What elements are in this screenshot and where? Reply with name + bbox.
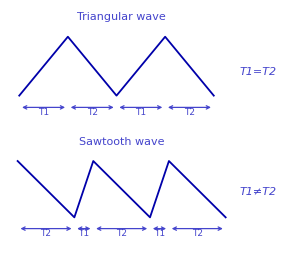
Text: T2: T2 xyxy=(192,229,203,238)
Text: T1: T1 xyxy=(78,229,89,238)
Text: Triangular wave: Triangular wave xyxy=(77,12,166,22)
Text: T2: T2 xyxy=(87,108,98,117)
Text: T1≠T2: T1≠T2 xyxy=(239,187,276,197)
Text: T1: T1 xyxy=(154,229,165,238)
Text: Sawtooth wave: Sawtooth wave xyxy=(79,137,164,147)
Text: T1: T1 xyxy=(135,108,147,117)
Text: T1: T1 xyxy=(38,108,49,117)
Text: T2: T2 xyxy=(184,108,195,117)
Text: T1=T2: T1=T2 xyxy=(239,67,276,77)
Text: T2: T2 xyxy=(116,229,127,238)
Text: T2: T2 xyxy=(40,229,51,238)
